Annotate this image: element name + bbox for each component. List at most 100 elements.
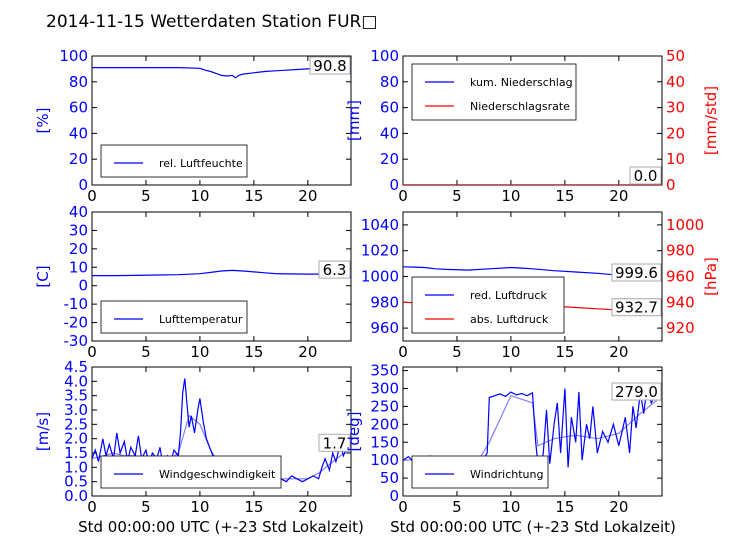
legend-box [411,63,577,121]
y-tick-label: 20 [69,240,88,258]
y2-tick-label: 30 [666,99,685,117]
x-tick-label: 15 [555,187,574,205]
x-tick-label: 10 [190,187,209,205]
y-tick-label: 80 [69,73,88,91]
x-axis-label-right: Std 00:00:00 UTC (+-23 Std Lokalzeit) [390,518,676,536]
y-tick-label: 0 [78,176,88,194]
y2-tick-label: 940 [666,293,695,311]
y-axis-label: [m/s] [34,412,52,451]
y-axis-label: [deg] [345,412,363,452]
y2-tick-label: 50 [666,47,685,65]
y-tick-label: 50 [380,469,399,487]
y-tick-label: 30 [69,221,88,239]
x-tick-label: 0 [398,498,408,516]
axes-frame [91,55,352,186]
y-tick-label: -30 [64,332,89,350]
y2-tick-label: 20 [666,124,685,142]
series-line-windspeed-0 [92,378,351,484]
y2-tick-label: 10 [666,150,685,168]
legend-box [411,276,565,334]
last-value-box [611,298,662,317]
y-tick-label: 0.5 [64,473,88,491]
y-tick-label: 1000 [361,268,399,286]
y-axis-label: [mm] [345,100,363,141]
panel-winddirection: 0 5 10 15 20050100150200250300350[deg]Windri… [345,362,663,516]
figure-title: 2014-11-15 Wetterdaten Station FUR□ [46,12,377,32]
y-tick-label: 150 [370,433,399,451]
last-value-label: 6.3 [323,261,347,279]
x-tick-label: 5 [141,343,151,361]
y2-axis-label: [hPa] [702,257,720,296]
panel-precipitation: 0 5 10 15 20 0 20 40 60 80 100 0 10 20 30 40 50 [mm] [mm/s… [345,47,720,205]
x-tick-label: 0 [398,343,408,361]
y-tick-label: 0 [389,487,399,505]
x-tick-label: 10 [501,187,520,205]
x-tick-label: 20 [609,343,628,361]
x-tick-label: 15 [244,498,263,516]
y2-tick-label: 1000 [666,216,704,234]
x-tick-label: 15 [555,498,574,516]
axes-frame [91,366,352,497]
last-value-box [611,263,662,282]
y-tick-label: 3.5 [64,387,88,405]
y-tick-label: 40 [380,124,399,142]
x-tick-label: 20 [298,187,317,205]
x-tick-label: 20 [298,498,317,516]
x-tick-label: 15 [244,187,263,205]
x-tick-label: 5 [452,187,462,205]
x-tick-label: 0 [398,187,408,205]
y-tick-label: 1040 [361,216,399,234]
y-tick-label: 60 [69,99,88,117]
y-tick-label: 1.5 [64,444,88,462]
legend-label: rel. Luftfeuchte [159,157,243,170]
panel-humidity: 0 5 10 15 20 0 20 40 60 80 100 [%] rel. Luftfeuchte 9… [34,47,352,205]
series-line-humidity-0 [92,66,351,79]
x-tick-label: 20 [298,343,317,361]
x-tick-label: 5 [452,343,462,361]
legend-label: Windgeschwindigkeit [159,468,276,481]
x-tick-label: 0 [87,498,97,516]
last-value-box [611,382,662,401]
y-tick-label: 0.0 [64,487,88,505]
y-tick-label: 20 [69,150,88,168]
axes-frame [402,366,663,497]
y-tick-label: 40 [69,124,88,142]
x-tick-label: 10 [501,343,520,361]
last-value-box [629,166,662,185]
panel-windspeed: 0 5 10 15 20 0.00.51.01.52.02.53.03.54.04.5 [m… [34,358,352,516]
x-tick-label: 5 [141,498,151,516]
y-tick-label: 960 [370,319,399,337]
last-value-label: 999.6 [615,264,658,282]
last-value-label: 0.0 [634,167,658,185]
x-tick-label: 10 [190,343,209,361]
y2-tick-label: 980 [666,242,695,260]
y-tick-label: 0 [78,277,88,295]
panel-temperature: 0 5 10 15 20-30-20-10010203040[C]Lufttempera… [34,203,352,361]
y-tick-label: 60 [380,99,399,117]
last-value-label: 90.8 [313,57,346,75]
legend-label: Windrichtung [470,468,543,481]
y-tick-label: 3.0 [64,401,88,419]
legend-box [100,455,282,489]
y-tick-label: 350 [370,362,399,380]
y-tick-label: 80 [380,73,399,91]
y-tick-label: 4.5 [64,358,88,376]
legend-label: red. Luftdruck [470,289,547,302]
y-tick-label: -10 [64,295,89,313]
x-tick-label: 0 [87,343,97,361]
legend-box [100,144,248,178]
y-tick-label: 1.0 [64,458,88,476]
legend-label: kum. Niederschlag [470,76,573,89]
y-tick-label: 200 [370,415,399,433]
series-line-pressure-0 [403,266,662,278]
legend-box [100,300,248,334]
y-axis-label: [%] [34,108,52,134]
y2-axis-label: [mm/std] [702,86,720,155]
y-tick-label: 100 [370,47,399,65]
x-tick-label: 10 [501,498,520,516]
legend-box [411,455,549,489]
y-tick-label: 300 [370,380,399,398]
y-tick-label: 1020 [361,242,399,260]
